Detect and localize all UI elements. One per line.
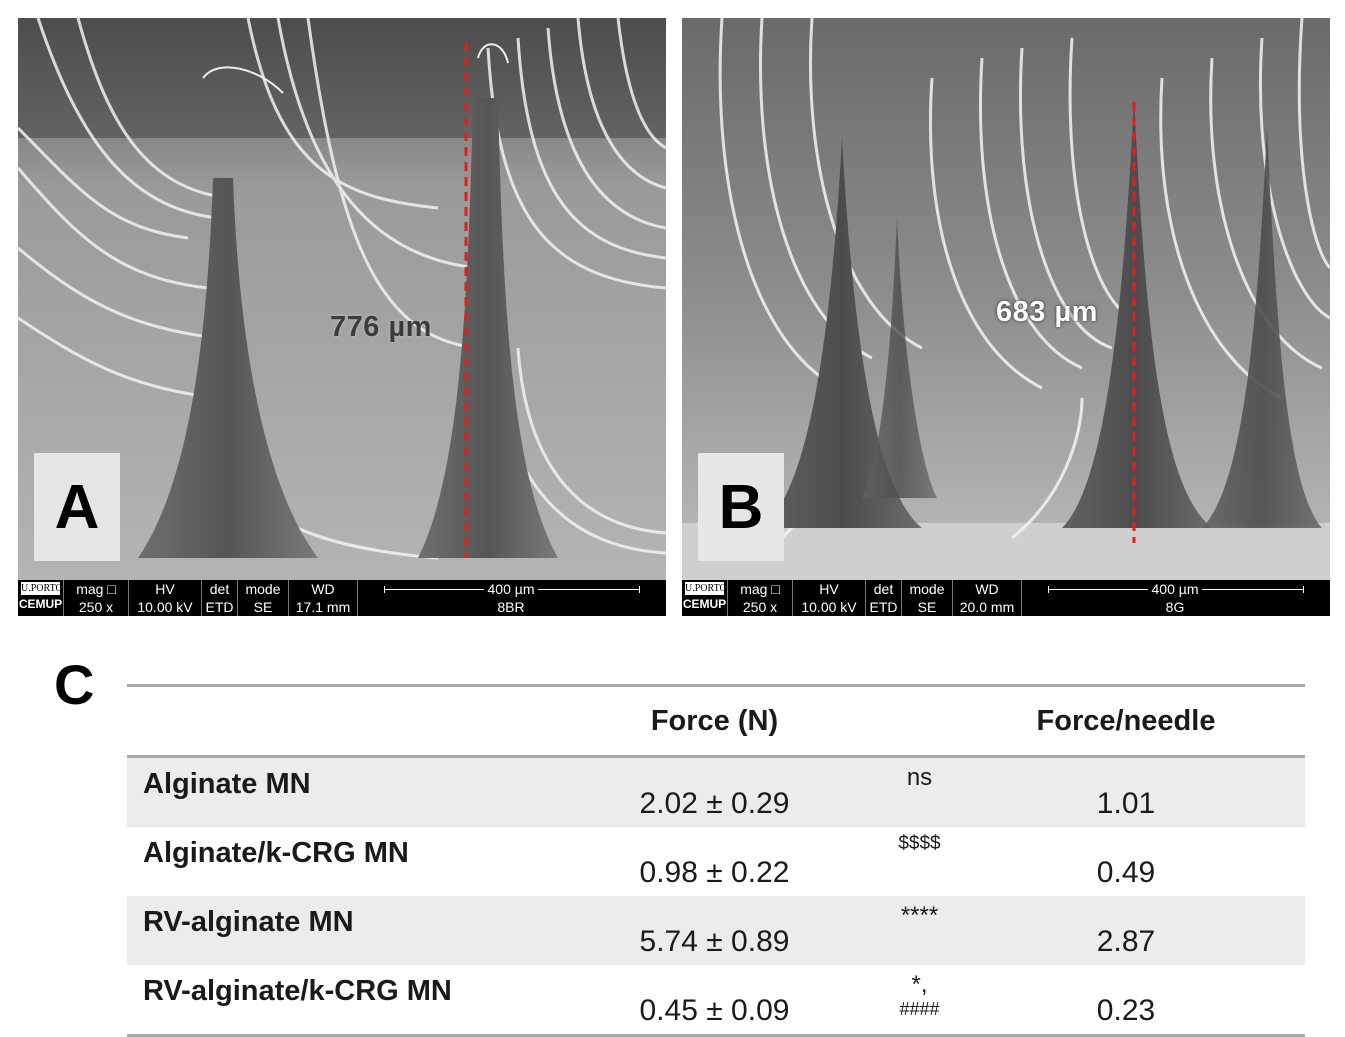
table-header-row: Force (N) Force/needle <box>127 684 1305 758</box>
table-row: Alginate MN 2.02 ± 0.29 ns 1.01 <box>127 756 1305 827</box>
row-force: 5.74 ± 0.89 <box>537 896 892 965</box>
significance-superscript: #### <box>899 999 940 1019</box>
header-force-per-needle: Force/needle <box>947 684 1305 758</box>
significance-main: *, <box>911 971 928 998</box>
header-sample <box>127 684 537 758</box>
panel-label-b: B <box>698 453 784 561</box>
sample-id-b: 8G <box>1165 599 1185 615</box>
height-measurement-a: 776 µm <box>330 311 432 343</box>
scale-bar-b: 400 µm 8G <box>1022 580 1328 616</box>
sem-infobar-a: U.PORTO CEMUP mag □ 250 x HV 10.00 kV det E… <box>18 580 666 616</box>
infobar-det-a: det ETD <box>202 580 238 616</box>
sem-panel-a: 776 µm A U.PORTO CEMUP mag □ 250 x HV 10.0… <box>18 18 666 616</box>
infobar-mag-a: mag □ 250 x <box>64 580 129 616</box>
row-force-per-needle: 2.87 <box>947 896 1305 965</box>
sem-image-a <box>18 18 666 580</box>
infobar-hv-a: HV 10.00 kV <box>129 580 202 616</box>
panel-label-c: C <box>54 653 95 716</box>
row-name: Alginate/k-CRG MN <box>143 837 409 869</box>
results-section: C Force (N) Force/needle Alginate MN 2.0… <box>0 640 1345 1037</box>
table-row: RV-alginate MN 5.74 ± 0.89 **** 2.87 <box>127 896 1305 965</box>
height-measurement-b: 683 µm <box>996 296 1098 328</box>
infobar-det-b: det ETD <box>866 580 902 616</box>
scale-bar-a: 400 µm 8BR <box>358 580 664 616</box>
row-name: Alginate MN <box>127 756 537 827</box>
row-significance: **** <box>892 896 947 965</box>
header-significance <box>892 684 947 758</box>
force-table: Force (N) Force/needle Alginate MN 2.02 … <box>127 684 1305 1037</box>
table-row: Alginate/k-CRG MN 0.98 ± 0.22 $$$$ 0.49 <box>127 827 1305 896</box>
sem-logo-a: U.PORTO CEMUP <box>18 580 64 616</box>
sample-id-a: 8BR <box>497 599 525 615</box>
panel-label-a: A <box>34 453 120 561</box>
sem-image-b <box>682 18 1330 580</box>
row-force: 0.45 ± 0.09 <box>537 965 892 1037</box>
row-force: 2.02 ± 0.29 <box>537 756 892 827</box>
header-force: Force (N) <box>537 684 892 758</box>
infobar-mode-b: mode SE <box>902 580 953 616</box>
row-force-per-needle: 0.49 <box>1096 856 1156 889</box>
table-row: RV-alginate/k-CRG MN 0.45 ± 0.09 *, ####… <box>127 965 1305 1037</box>
sem-logo-b: U.PORTO CEMUP <box>682 580 728 616</box>
row-name: RV-alginate MN <box>127 896 537 965</box>
infobar-mag-b: mag □ 250 x <box>728 580 793 616</box>
row-significance: *, #### <box>892 965 947 1037</box>
sem-panel-b: 683 µm B U.PORTO CEMUP mag □ 250 x HV 10.0… <box>682 18 1330 616</box>
row-significance: ns <box>892 756 947 827</box>
row-force-per-needle: 0.23 <box>947 965 1305 1037</box>
row-name: RV-alginate/k-CRG MN <box>127 965 537 1037</box>
infobar-wd-a: WD 17.1 mm <box>289 580 358 616</box>
row-force: 0.98 ± 0.22 <box>639 856 790 889</box>
sem-infobar-b: U.PORTO CEMUP mag □ 250 x HV 10.00 kV det E… <box>682 580 1330 616</box>
row-force-per-needle: 1.01 <box>947 756 1305 827</box>
row-significance: $$$$ <box>898 833 941 854</box>
infobar-mode-a: mode SE <box>238 580 289 616</box>
infobar-hv-b: HV 10.00 kV <box>793 580 866 616</box>
infobar-wd-b: WD 20.0 mm <box>953 580 1022 616</box>
